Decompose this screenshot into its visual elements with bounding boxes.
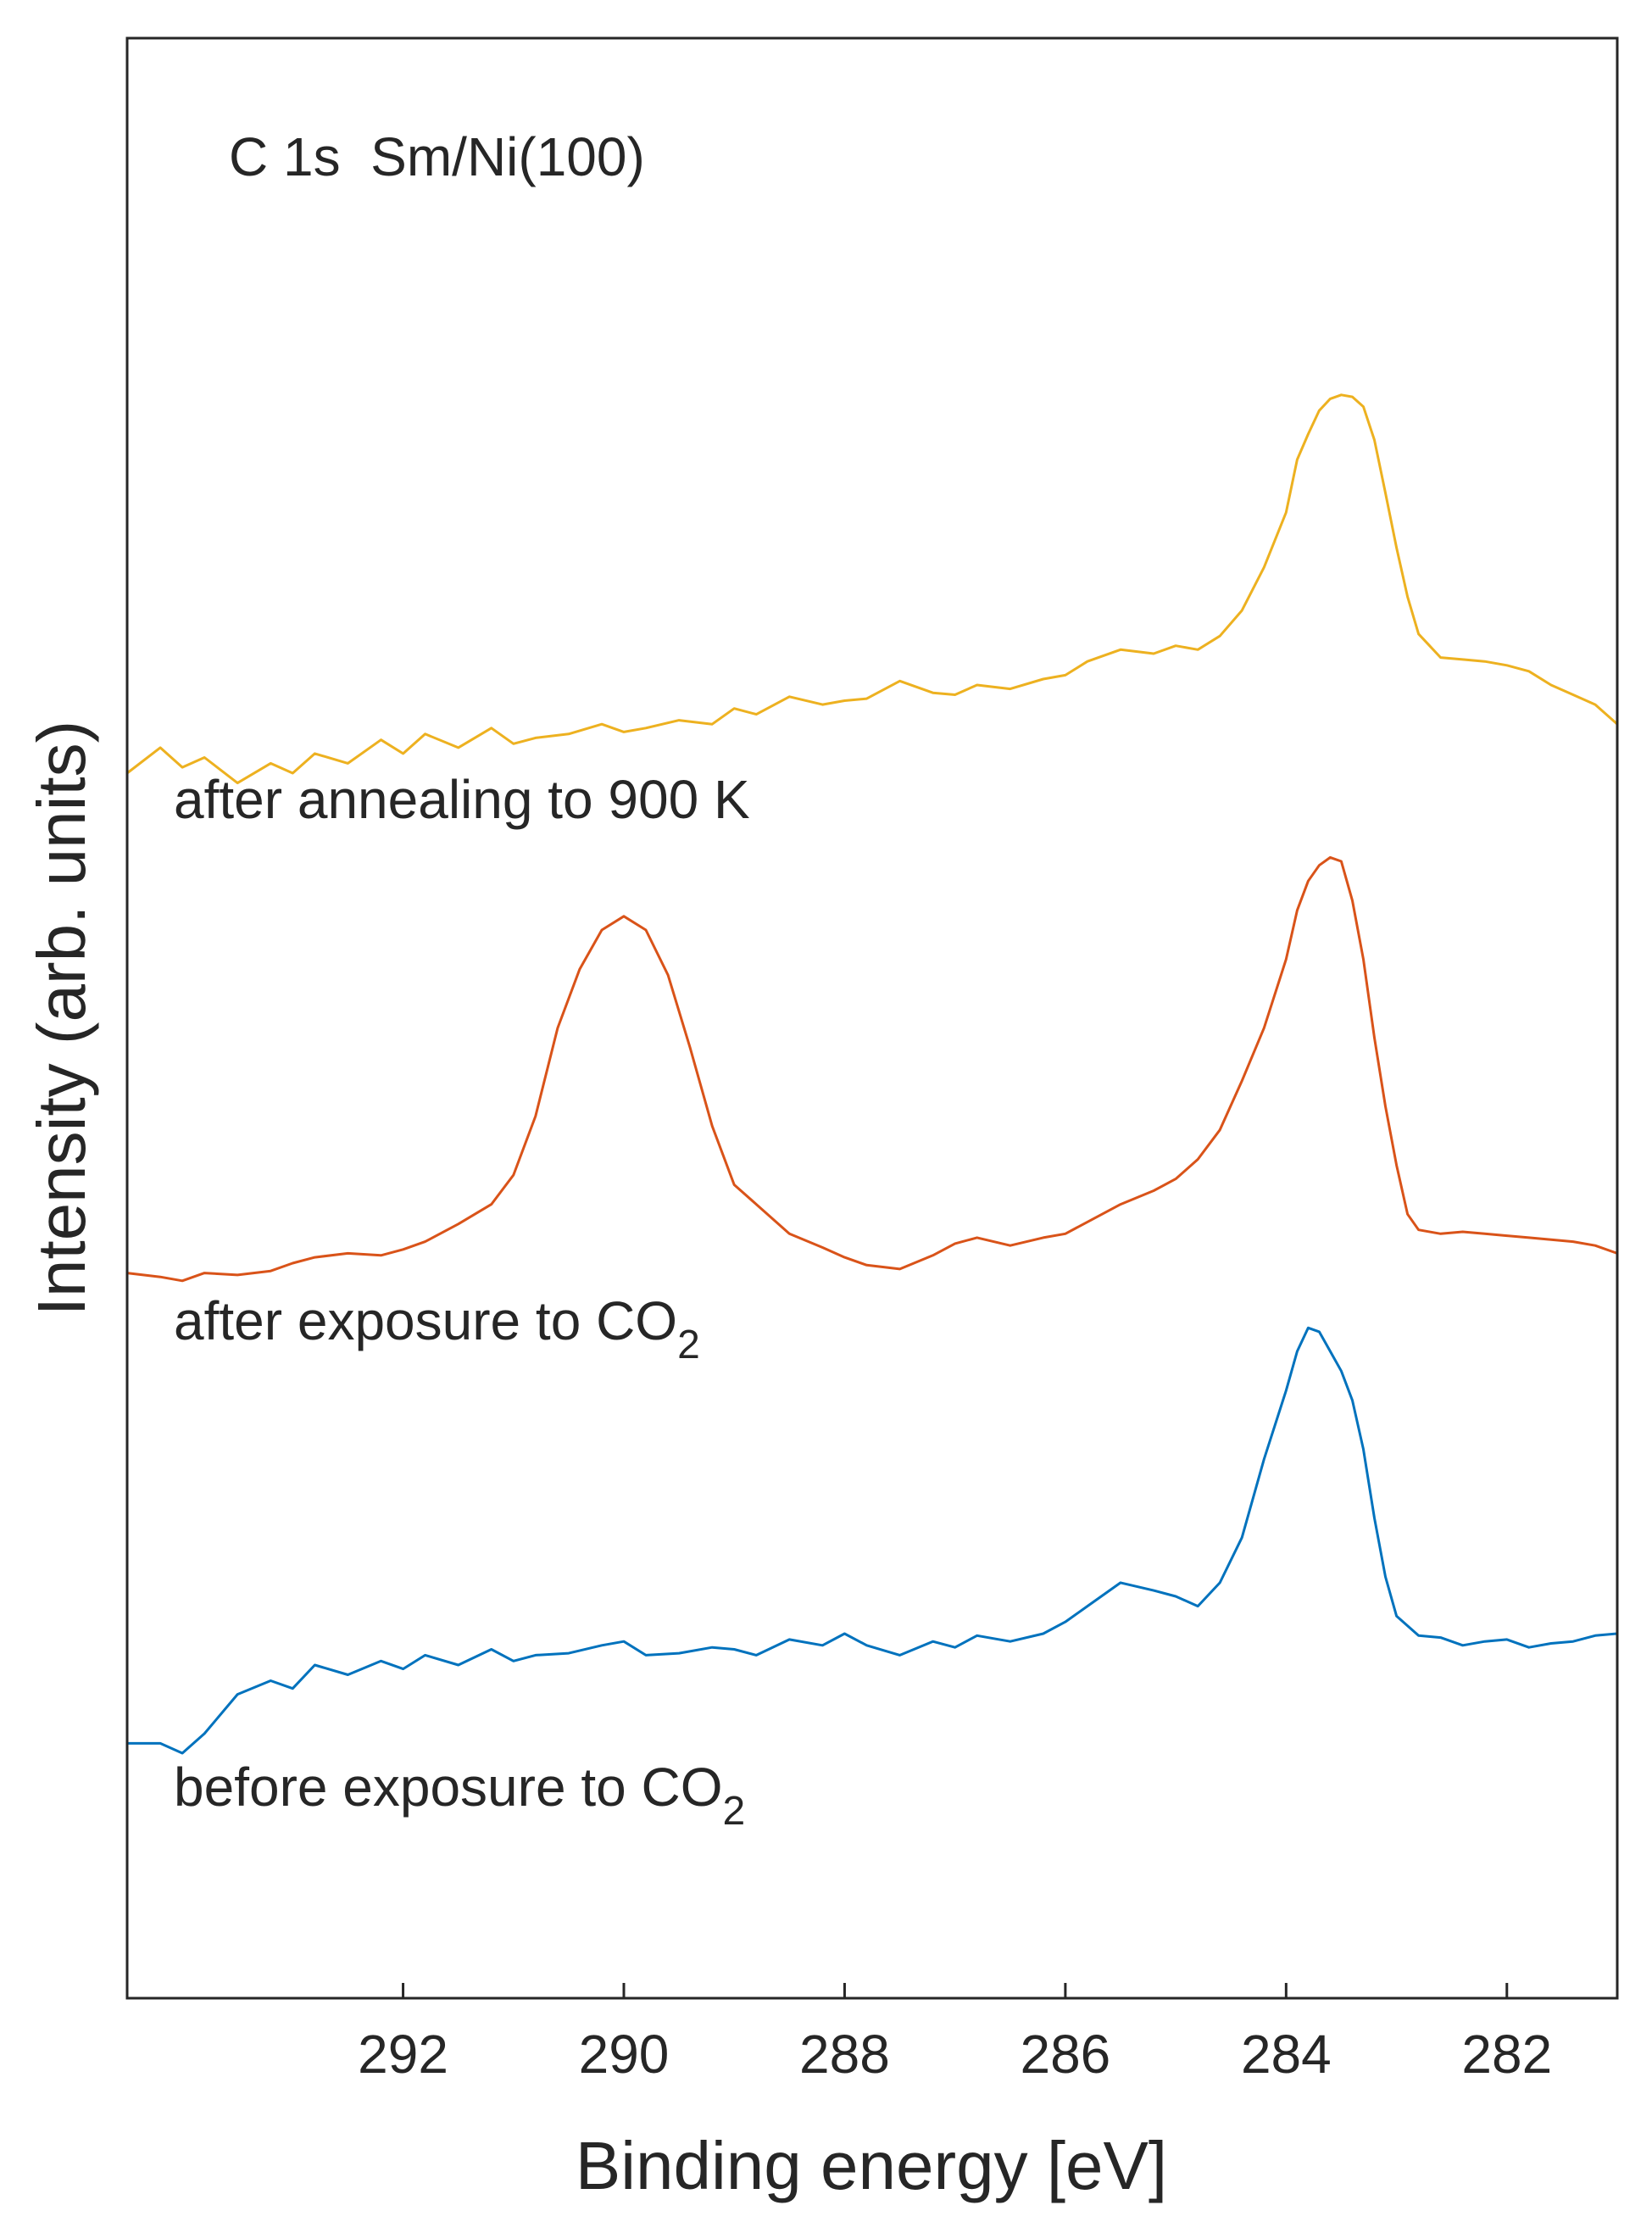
x-tick-label: 286 [1020, 2024, 1110, 2085]
series-label-text: after exposure to CO [174, 1290, 677, 1351]
series-label-text: after annealing to 900 K [174, 769, 750, 830]
x-tick-label: 290 [579, 2024, 670, 2085]
labels-layer: after annealing to 900 K after exposure t… [174, 769, 750, 1834]
series-label-subscript: 2 [677, 1323, 700, 1367]
series-line-3 [127, 1326, 1618, 1755]
y-axis-label: Intensity (arb. units) [24, 721, 99, 1317]
series-label-3: before exposure to CO2 [174, 1757, 745, 1834]
x-axis-label: Binding energy [eV] [576, 2128, 1167, 2203]
series-label-1: after annealing to 900 K [174, 769, 750, 830]
chart-title: C 1s Sm/Ni(100) [229, 126, 645, 187]
series-layer [126, 393, 1618, 1755]
plot-area: 292 290 288 286 284 282 [358, 1983, 1552, 2085]
series-label-2: after exposure to CO2 [174, 1290, 700, 1367]
series-label-text: before exposure to CO [174, 1757, 722, 1818]
x-tick-label: 288 [799, 2024, 890, 2085]
x-tick-label: 292 [358, 2024, 448, 2085]
series-line-1 [126, 393, 1618, 785]
axes-box [125, 36, 1619, 2000]
series-label-subscript: 2 [722, 1789, 745, 1834]
series-line-2 [126, 855, 1618, 1283]
x-tick-label: 282 [1461, 2024, 1552, 2085]
x-tick-label: 284 [1241, 2024, 1332, 2085]
